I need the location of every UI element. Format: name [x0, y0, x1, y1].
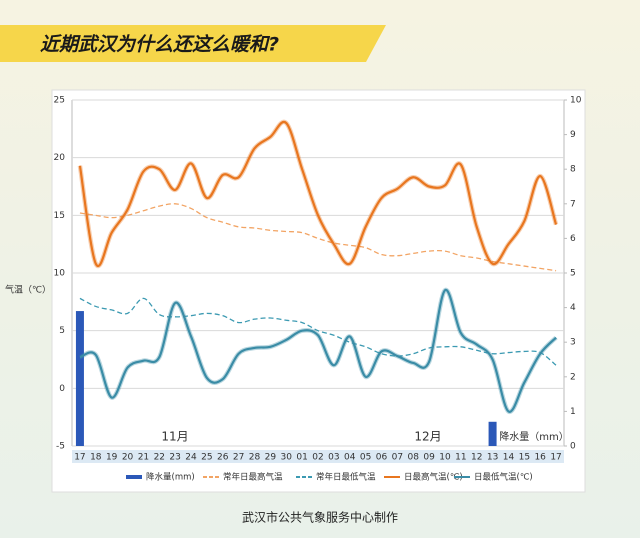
month-label: 11月	[161, 430, 188, 444]
x-tick-label: 21	[138, 453, 149, 463]
normal-line	[79, 203, 557, 272]
title-banner	[0, 25, 386, 62]
x-tick-label: 05	[360, 453, 371, 463]
x-tick-label: 06	[376, 453, 388, 463]
x-tick-label: 08	[407, 453, 419, 463]
x-tick-label: 17	[74, 453, 85, 463]
legend-label: 日最低气温(℃)	[474, 472, 533, 483]
normal-line	[79, 297, 557, 366]
y-tick-label: 15	[54, 211, 65, 221]
x-tick-label: 22	[154, 453, 165, 463]
y2-tick-label: 6	[570, 234, 576, 244]
legend-swatch	[126, 475, 142, 479]
x-tick-label: 28	[249, 453, 261, 463]
source-note: 武汉市公共气象服务中心制作	[242, 510, 398, 525]
x-tick-label: 11	[455, 453, 466, 463]
chart-title: 近期武汉为什么还这么暖和?	[40, 34, 279, 56]
temp-line	[78, 120, 558, 268]
legend-label: 常年日最低气温	[316, 472, 376, 483]
x-tick-label: 29	[265, 453, 277, 463]
x-tick-label: 23	[169, 453, 180, 463]
x-tick-label: 30	[281, 453, 293, 463]
y2-tick-label: 7	[570, 199, 576, 209]
y-axis-label: 气温（℃）	[5, 284, 51, 296]
y2-axis-label: 降水量（mm）	[499, 430, 568, 443]
x-tick-label: 09	[423, 453, 435, 463]
x-tick-label: 19	[106, 453, 118, 463]
x-tick-label: 17	[550, 453, 561, 463]
x-tick-label: 12	[471, 453, 482, 463]
x-tick-label: 03	[328, 453, 339, 463]
x-tick-label: 20	[122, 453, 134, 463]
y2-tick-label: 1	[570, 407, 576, 417]
legend-label: 常年日最高气温	[223, 472, 283, 483]
y-tick-label: 25	[54, 96, 65, 106]
x-tick-label: 04	[344, 453, 356, 463]
x-tick-label: 18	[90, 453, 102, 463]
y-tick-label: -5	[56, 442, 65, 452]
x-tick-label: 14	[503, 453, 515, 463]
x-axis-band	[72, 450, 564, 463]
x-tick-label: 13	[487, 453, 498, 463]
precip-bar	[75, 311, 84, 446]
x-tick-label: 16	[534, 453, 546, 463]
precip-bar	[488, 421, 497, 446]
x-tick-label: 01	[296, 453, 307, 463]
x-tick-label: 27	[233, 453, 244, 463]
y2-tick-label: 4	[570, 303, 576, 313]
y2-tick-label: 5	[570, 269, 576, 279]
temp-line	[79, 289, 557, 413]
legend-label: 降水量(mm)	[146, 472, 195, 483]
y-tick-label: 0	[59, 384, 65, 394]
x-tick-label: 26	[217, 453, 229, 463]
y2-tick-label: 10	[570, 96, 582, 106]
month-label: 12月	[414, 430, 441, 444]
y-tick-label: 20	[54, 153, 66, 163]
y2-tick-label: 9	[570, 130, 576, 140]
y2-tick-label: 0	[570, 442, 576, 452]
y-tick-label: 10	[54, 269, 66, 279]
x-tick-label: 25	[201, 453, 212, 463]
y2-tick-label: 8	[570, 165, 576, 175]
x-tick-label: 24	[185, 453, 197, 463]
x-tick-label: 10	[439, 453, 451, 463]
x-tick-label: 07	[392, 453, 403, 463]
x-tick-label: 02	[312, 453, 323, 463]
x-tick-label: 15	[519, 453, 530, 463]
y-tick-label: 5	[59, 326, 65, 336]
legend-label: 日最高气温(℃)	[404, 472, 463, 483]
y2-tick-label: 3	[570, 338, 576, 348]
y2-tick-label: 2	[570, 372, 576, 382]
